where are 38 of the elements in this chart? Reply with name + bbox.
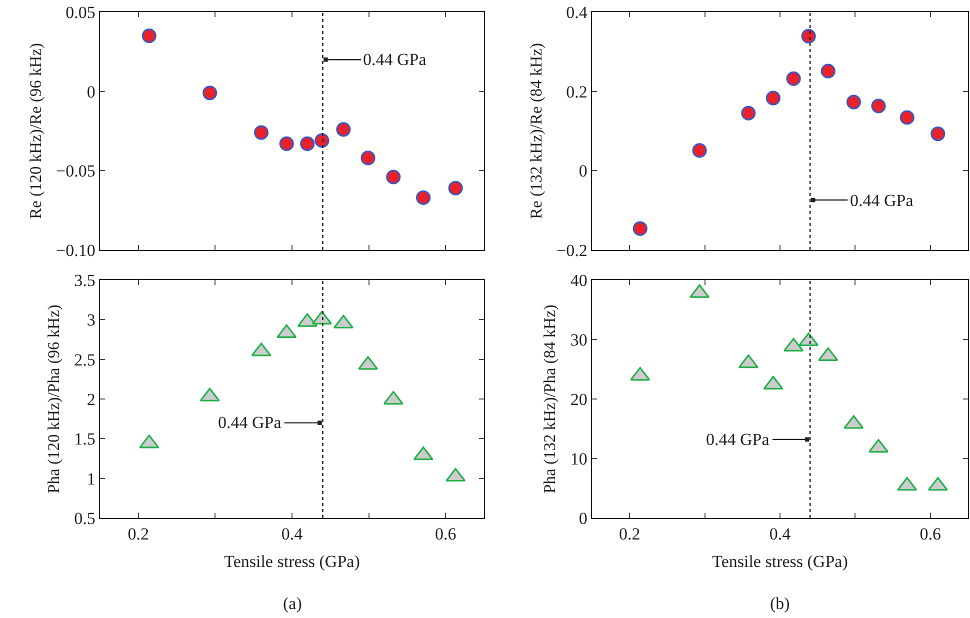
y-tick-label: 20 <box>570 390 588 409</box>
x-tick-label: 0.4 <box>281 524 304 544</box>
ref-line-label: 0.44 GPa <box>850 191 914 210</box>
ref-line-label: 0.44 GPa <box>218 413 282 432</box>
x-axis-title: Tensile stress (GPa) <box>712 552 848 571</box>
y-tick-label: 3 <box>86 310 96 330</box>
y-tick-label: 2.5 <box>74 350 96 370</box>
y-tick-label: −0.2 <box>556 240 588 260</box>
y-tick-label: 0.05 <box>66 2 96 22</box>
y-tick-label: 3.5 <box>74 270 96 290</box>
y-tick-label: 10 <box>570 449 588 468</box>
text: (a) <box>283 594 302 613</box>
x-tick-label: 0.6 <box>920 524 942 544</box>
y-tick-label: 40 <box>570 270 588 290</box>
x-tick-label: 0.4 <box>769 524 792 544</box>
y-tick-label: 1.5 <box>74 430 96 449</box>
y-tick-label: 0.5 <box>74 508 96 528</box>
y-tick-label: 0 <box>578 162 588 181</box>
y-tick-label: −0.10 <box>56 240 96 260</box>
ref-line-label: 0.44 GPa <box>363 50 427 69</box>
y-tick-label: 1 <box>86 469 96 488</box>
y-axis-title: Pha (120 kHz)/Pha (96 kHz) <box>44 304 63 494</box>
y-tick-label: −0.05 <box>56 162 96 181</box>
y-tick-label: 0 <box>578 508 588 528</box>
y-tick-label: 30 <box>570 330 588 350</box>
x-tick-label: 0.2 <box>618 524 640 544</box>
x-tick-label: 0.6 <box>434 524 456 544</box>
y-tick-label: 0 <box>86 82 96 102</box>
x-tick-label: 0.2 <box>128 524 150 544</box>
y-tick-label: 0.2 <box>566 82 588 102</box>
y-tick-label: 2 <box>86 390 96 409</box>
ref-line-label: 0.44 GPa <box>706 430 770 449</box>
y-axis-title: Re (132 kHz)/Re (84 kHz) <box>526 43 546 219</box>
text: (b) <box>770 594 790 613</box>
x-axis-title: Tensile stress (GPa) <box>224 552 360 571</box>
y-tick-label: 0.4 <box>566 2 588 22</box>
y-axis-title: Pha (132 kHz)/Pha (84 kHz) <box>540 304 560 494</box>
y-axis-title: Re (120 kHz)/Re (96 kHz) <box>26 43 45 219</box>
